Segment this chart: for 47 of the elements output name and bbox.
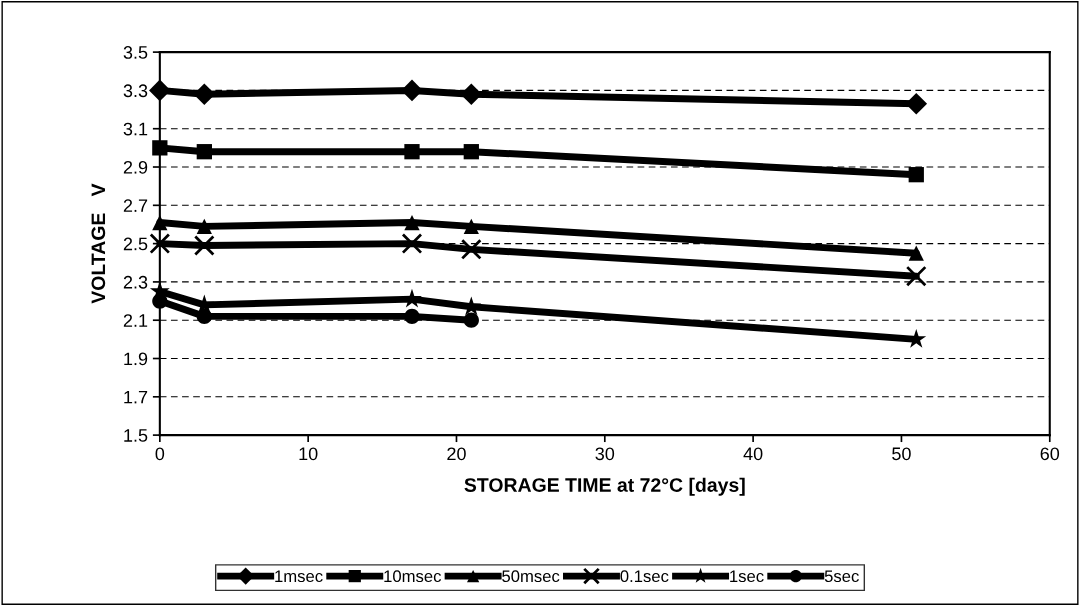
- point: [401, 233, 423, 255]
- point: [196, 144, 212, 160]
- x-tick-label: 60: [1040, 447, 1060, 461]
- y-tick-label: 2.1: [123, 314, 148, 327]
- point: [905, 265, 927, 287]
- y-tick-label: 1.7: [124, 390, 148, 404]
- point: [402, 288, 422, 308]
- point: [196, 218, 212, 235]
- point: [463, 312, 479, 328]
- point: [193, 83, 216, 106]
- x-tick-label: 0: [155, 447, 165, 461]
- y-tick-label: 2.5: [123, 237, 148, 251]
- y-tick-label: 1.5: [124, 429, 148, 442]
- x-tick-label: 40: [743, 447, 763, 461]
- point: [404, 308, 420, 325]
- legend-label: 1sec: [730, 570, 764, 583]
- y-tick-label: 2.7: [123, 199, 148, 212]
- y-tick-label: 2.9: [123, 160, 148, 174]
- y-tick-label: 3.1: [123, 122, 148, 136]
- point: [404, 144, 420, 160]
- point: [463, 144, 479, 160]
- point: [908, 245, 924, 261]
- x-tick-label: 30: [595, 447, 615, 461]
- point: [193, 235, 215, 256]
- legend-label: 0.1sec: [620, 570, 669, 583]
- point: [196, 308, 212, 325]
- point: [149, 233, 171, 255]
- point: [404, 214, 420, 231]
- legend-label: 50msec: [502, 570, 560, 583]
- point: [463, 218, 479, 235]
- point: [908, 167, 924, 183]
- legend-label: 10msec: [384, 570, 442, 583]
- legend-label: 1msec: [275, 570, 323, 583]
- point: [460, 238, 482, 260]
- legend-label: 5sec: [824, 570, 859, 583]
- x-tick-label: 50: [892, 447, 911, 461]
- x-axis-title: STORAGE TIME at 72°C [days]: [464, 477, 745, 496]
- y-tick-label: 3.3: [123, 84, 148, 98]
- y-tick-label: 1.9: [124, 352, 148, 366]
- y-tick-label: 2.3: [123, 275, 148, 289]
- x-tick-label: 20: [447, 447, 466, 461]
- y-tick-label: 3.5: [123, 46, 148, 59]
- point: [401, 79, 423, 102]
- point: [905, 93, 928, 115]
- y-axis-title: VOLTAGE V: [91, 183, 106, 304]
- x-tick-label: 10: [299, 447, 318, 461]
- point: [149, 79, 171, 102]
